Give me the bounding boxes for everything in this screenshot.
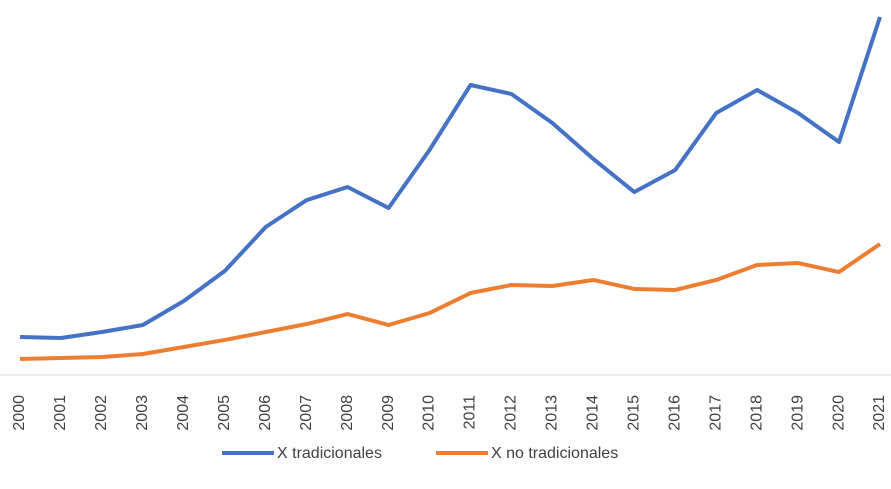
legend-label: X tradicionales: [277, 445, 382, 462]
x-tick-label: 2007: [298, 395, 315, 431]
x-tick-label: 2021: [871, 395, 888, 431]
x-tick-label: 2001: [52, 395, 69, 431]
x-tick-label: 2009: [380, 395, 397, 431]
x-tick-label: 2006: [257, 395, 274, 431]
x-tick-label: 2003: [134, 395, 151, 431]
x-tick-label: 2020: [830, 395, 847, 431]
x-tick-label: 2013: [544, 395, 561, 431]
x-tick-label: 2008: [339, 395, 356, 431]
x-tick-label: 2015: [626, 395, 643, 431]
x-tick-label: 2012: [503, 395, 520, 431]
x-tick-label: 2017: [707, 395, 724, 431]
legend-label: X no tradicionales: [491, 445, 618, 462]
x-tick-label: 2014: [585, 395, 602, 431]
x-tick-label: 2010: [421, 395, 438, 431]
x-tick-label: 2000: [11, 395, 28, 431]
series-line: [19, 16, 882, 340]
x-tick-label: 2002: [93, 395, 110, 431]
x-tick-label: 2005: [216, 395, 233, 431]
x-tick-label: 2016: [666, 395, 683, 431]
series-line: [19, 242, 882, 361]
x-tick-label: 2019: [789, 395, 806, 431]
x-tick-label: 2004: [175, 395, 192, 431]
x-tick-label: 2011: [462, 395, 479, 430]
x-tick-label: 2018: [748, 395, 765, 431]
